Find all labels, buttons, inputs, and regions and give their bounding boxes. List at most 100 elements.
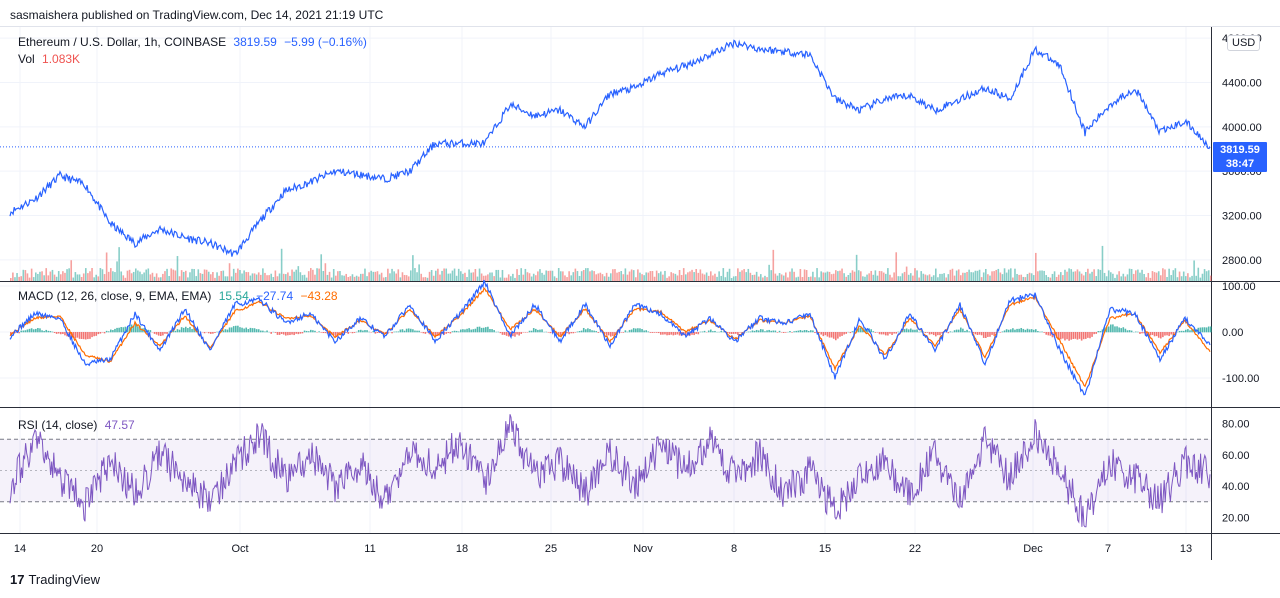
- volume-bar: [832, 273, 835, 281]
- macd-histogram-bar: [1166, 332, 1168, 336]
- macd-histogram-bar: [307, 331, 310, 333]
- volume-bar: [74, 272, 77, 281]
- macd-histogram-bar: [857, 327, 860, 333]
- macd-histogram-bar: [714, 330, 716, 333]
- macd-histogram-bar: [637, 328, 639, 333]
- macd-histogram-bar: [739, 332, 741, 333]
- volume-bar: [476, 276, 479, 281]
- macd-histogram-bar: [210, 332, 212, 334]
- macd-histogram-bar: [937, 332, 939, 336]
- volume-bar: [251, 273, 254, 281]
- macd-histogram-bar: [566, 332, 568, 334]
- volume-bar: [489, 272, 491, 281]
- macd-histogram-bar: [155, 332, 158, 335]
- volume-bar: [495, 269, 498, 281]
- macd-histogram-bar: [247, 329, 250, 333]
- volume-bar: [455, 275, 458, 281]
- volume-bar: [812, 271, 814, 281]
- volume-bar: [376, 271, 379, 281]
- volume-bar: [1014, 268, 1016, 281]
- macd-histogram-bar: [299, 332, 302, 334]
- macd-histogram-bar: [1126, 330, 1129, 333]
- volume-bar: [978, 269, 981, 281]
- time-tick-label: 22: [909, 543, 921, 555]
- volume-bar: [1099, 269, 1102, 281]
- volume-bar: [243, 270, 245, 281]
- macd-histogram-bar: [749, 331, 752, 333]
- macd-histogram-bar: [97, 332, 100, 335]
- macd-histogram-bar: [1170, 332, 1173, 335]
- macd-histogram-bar: [797, 330, 800, 333]
- macd-histogram-bar: [1064, 332, 1066, 341]
- volume-bar: [989, 275, 991, 281]
- volume-bar: [403, 274, 406, 281]
- macd-histogram-bar: [418, 330, 420, 333]
- macd-histogram-bar: [1189, 330, 1191, 333]
- macd-histogram-bar: [1124, 328, 1127, 333]
- volume-bar: [470, 272, 473, 281]
- macd-histogram-bar: [657, 332, 660, 334]
- volume-bar: [1089, 273, 1091, 281]
- volume-bar: [851, 270, 854, 281]
- volume-bar: [160, 277, 162, 281]
- macd-histogram-bar: [935, 332, 937, 337]
- macd-histogram-bar: [53, 332, 56, 333]
- macd-histogram-bar: [135, 323, 137, 333]
- volume-bar: [1205, 271, 1208, 281]
- volume-bar: [272, 277, 275, 281]
- volume-bar: [385, 277, 387, 281]
- volume-bar: [918, 277, 920, 281]
- volume-bar: [122, 275, 125, 281]
- volume-bar: [35, 272, 37, 281]
- macd-histogram-bar: [1153, 332, 1156, 337]
- volume-bar: [222, 270, 225, 281]
- macd-histogram-bar: [557, 332, 560, 336]
- volume-bar: [647, 272, 650, 281]
- volume-bar: [1118, 271, 1120, 281]
- macd-histogram-bar: [912, 329, 914, 333]
- volume-bar: [1095, 276, 1098, 281]
- currency-button[interactable]: USD: [1227, 35, 1261, 51]
- macd-histogram-bar: [505, 332, 508, 336]
- volume-bar: [1143, 274, 1145, 281]
- tradingview-footer[interactable]: 17 TradingView: [10, 572, 100, 587]
- macd-histogram-bar: [1197, 327, 1200, 333]
- macd-histogram-bar: [128, 326, 131, 333]
- macd-histogram-bar: [539, 329, 541, 333]
- volume-bar: [349, 276, 352, 281]
- volume-bar: [737, 268, 739, 281]
- price-change-value: −5.99 (−0.16%): [284, 35, 367, 49]
- volume-bar: [1016, 273, 1018, 281]
- volume-bar: [1070, 269, 1073, 281]
- volume-bar: [716, 276, 718, 281]
- macd-histogram-bar: [453, 330, 456, 333]
- volume-bar: [566, 277, 568, 281]
- volume-bar: [1210, 275, 1212, 281]
- macd-histogram-bar: [810, 330, 812, 333]
- volume-bar: [210, 274, 212, 281]
- volume-bar: [972, 272, 975, 281]
- publish-credit: sasmaishera published on TradingView.com…: [10, 8, 384, 22]
- volume-bar: [578, 275, 581, 281]
- macd-histogram-bar: [235, 325, 237, 333]
- macd-histogram-bar: [482, 327, 485, 333]
- macd-histogram-bar: [364, 330, 366, 333]
- volume-bar: [170, 268, 173, 281]
- macd-histogram-bar: [491, 329, 493, 333]
- macd-histogram-bar: [1082, 332, 1085, 340]
- macd-histogram-bar: [1093, 332, 1095, 335]
- volume-bar: [747, 268, 750, 281]
- macd-histogram-bar: [793, 331, 795, 333]
- volume-bar: [857, 270, 860, 281]
- volume-bar: [1051, 273, 1054, 281]
- macd-histogram-bar: [1072, 332, 1075, 339]
- macd-histogram-bar: [226, 329, 229, 333]
- volume-bar: [430, 270, 433, 281]
- volume-bar: [126, 270, 129, 281]
- volume-bar: [639, 272, 641, 281]
- macd-histogram-bar: [345, 332, 348, 333]
- macd-histogram-bar: [501, 332, 504, 335]
- macd-histogram-bar: [51, 331, 54, 333]
- macd-histogram-bar: [35, 328, 37, 333]
